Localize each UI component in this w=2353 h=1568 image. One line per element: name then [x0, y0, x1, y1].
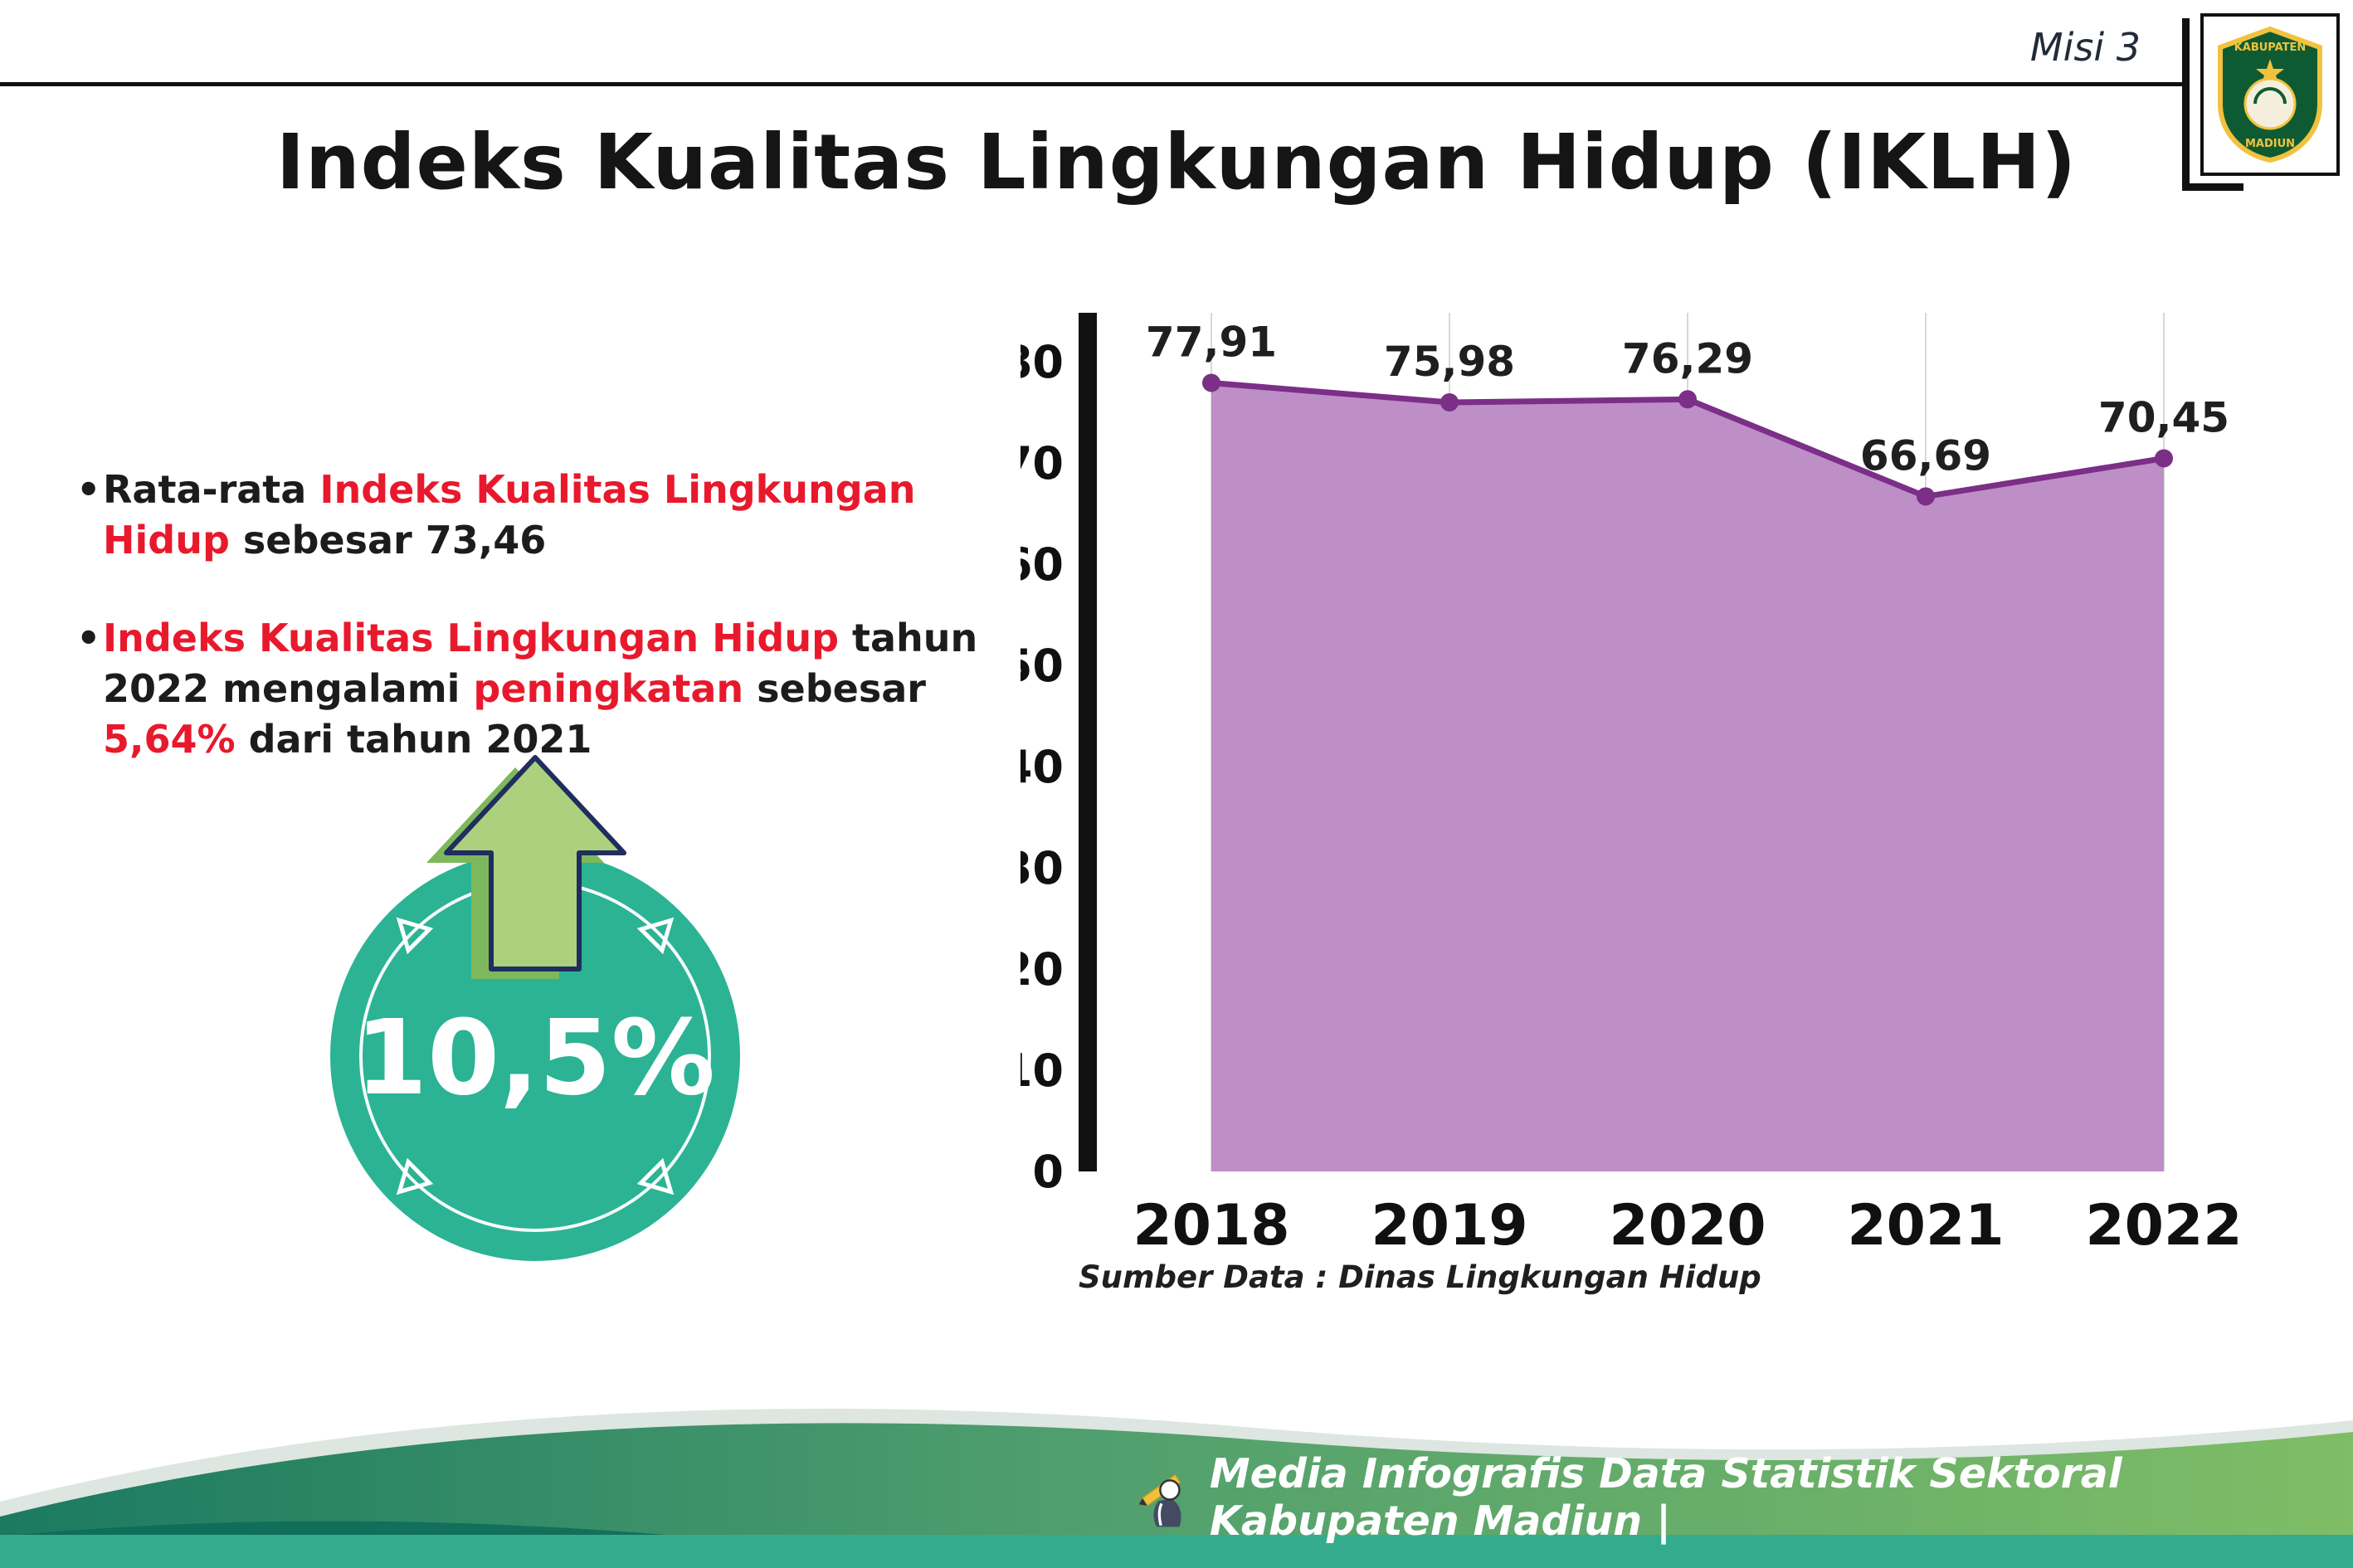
y-tick-label: 30	[1021, 842, 1064, 894]
mascot-icon	[1138, 1473, 1181, 1527]
bullet-text-segment: 5,64%	[103, 716, 236, 762]
misi-label: Misi 3	[2029, 25, 2141, 70]
badge-circle	[330, 851, 740, 1261]
y-axis-bar	[1079, 313, 1097, 1171]
bullet-text-segment: Indeks Kualitas Lingkungan Hidup	[103, 467, 916, 562]
x-category-label: 2019	[1371, 1193, 1527, 1259]
logo-text-top: KABUPATEN	[2234, 41, 2307, 54]
footer-credit: Media Infografis Data Statistik Sektoral…	[1138, 1450, 2353, 1545]
bullet-text-segment: tahun 2022 mengalami	[103, 616, 978, 712]
increase-badge: 10,5%	[307, 745, 763, 1276]
chart-point	[2155, 449, 2173, 468]
logo-corner-bracket	[2182, 18, 2243, 191]
kabupaten-madiun-logo: KABUPATEN MADIUN	[2200, 13, 2340, 176]
bullet-item: Rata-rata Indeks Kualitas Lingkungan Hid…	[76, 465, 981, 565]
ring-triangle-markers	[396, 917, 675, 1195]
up-arrow-icon	[444, 755, 626, 971]
bullet-text-segment: sebesar	[743, 666, 926, 712]
footer-credit-text: Media Infografis Data Statistik Sektoral…	[1209, 1450, 2122, 1545]
value-label: 66,69	[1860, 431, 1991, 480]
value-label: 70,45	[2098, 394, 2229, 442]
bullet-text-segment: dari tahun 2021	[235, 716, 592, 762]
x-category-label: 2020	[1609, 1193, 1766, 1259]
y-tick-label: 50	[1021, 640, 1064, 692]
logo-text-bottom: MADIUN	[2245, 138, 2295, 150]
bullet-text-segment: Rata-rata	[103, 467, 320, 512]
shield-logo-icon: KABUPATEN MADIUN	[2218, 26, 2322, 163]
chart-area-fill	[1211, 382, 2164, 1171]
bullet-item: Indeks Kualitas Lingkungan Hidup tahun 2…	[76, 613, 981, 764]
value-label: 75,98	[1384, 338, 1515, 386]
y-tick-label: 0	[1032, 1146, 1064, 1198]
bullet-text-segment: sebesar 73,46	[229, 517, 547, 562]
chart-point	[1202, 373, 1220, 392]
y-tick-label: 40	[1021, 741, 1064, 793]
chart-point	[1678, 390, 1697, 409]
data-source-caption: Sumber Data : Dinas Lingkungan Hidup	[1079, 1259, 1761, 1295]
y-tick-label: 60	[1021, 538, 1064, 591]
y-tick-label: 10	[1021, 1045, 1064, 1097]
x-category-label: 2022	[2085, 1193, 2242, 1259]
footer-bottom-bar	[0, 1535, 2353, 1568]
chart-point	[1917, 487, 1935, 506]
iklh-area-chart: 77,91 75,98 76,29 66,69 70,45 0 10 20 30 40 50 60 70…	[1001, 292, 2331, 1288]
header-divider	[0, 82, 2182, 86]
chart-point	[1440, 393, 1459, 411]
x-category-label: 2021	[1847, 1193, 2004, 1259]
y-tick-label: 70	[1021, 437, 1064, 489]
value-label: 76,29	[1622, 334, 1753, 382]
badge-percentage: 10,5%	[355, 998, 715, 1118]
value-label: 77,91	[1146, 319, 1277, 367]
bullet-text-segment: peningkatan	[473, 666, 744, 712]
page-title: Indeks Kualitas Lingkungan Hidup (IKLH)	[275, 118, 2078, 207]
iklh-chart-svg: 77,91 75,98 76,29 66,69 70,45 0 10 20 30 40 50 60 70…	[1001, 313, 2243, 1259]
bullet-list: Rata-rata Indeks Kualitas Lingkungan Hid…	[76, 465, 981, 813]
star-icon	[2256, 59, 2284, 85]
bullet-text-segment: Indeks Kualitas Lingkungan Hidup	[103, 616, 840, 661]
y-tick-label: 20	[1021, 943, 1064, 996]
y-tick-label: 80	[1021, 336, 1064, 388]
x-category-label: 2018	[1133, 1193, 1289, 1259]
